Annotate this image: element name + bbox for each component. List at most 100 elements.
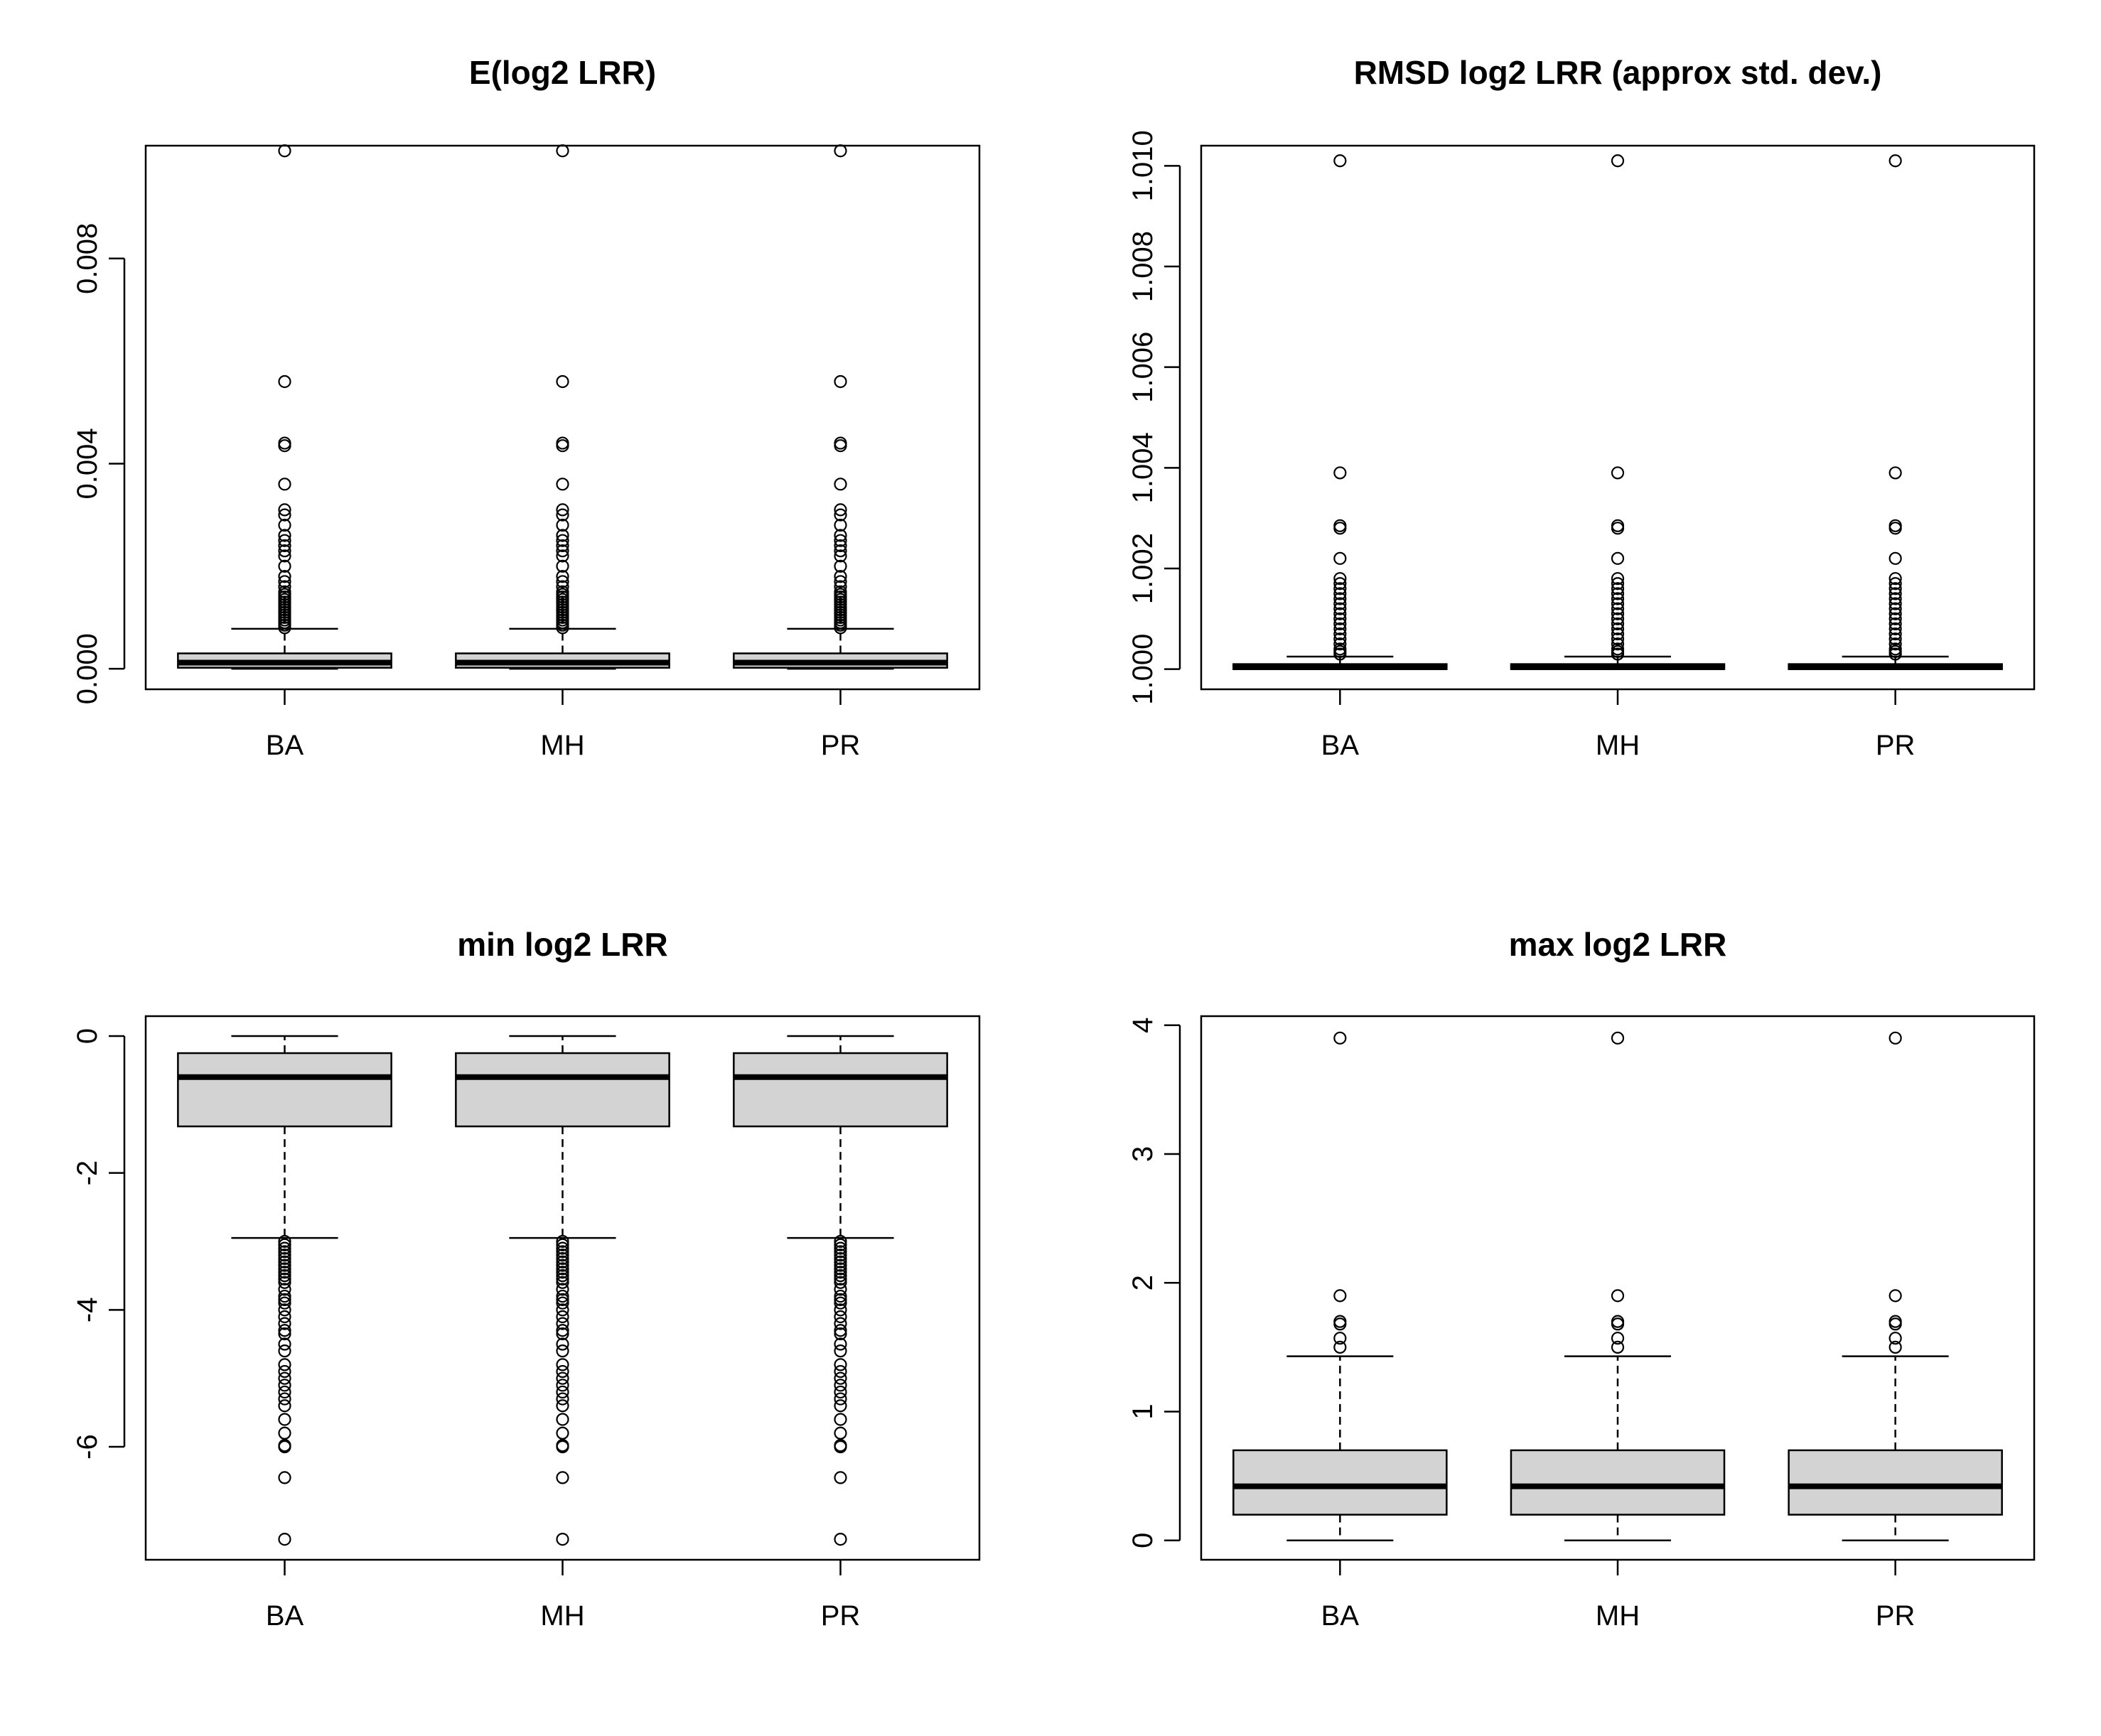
outlier-point <box>556 478 569 491</box>
x-category-label: BA <box>266 1600 304 1632</box>
outlier-point <box>556 1371 569 1385</box>
outlier-point <box>556 1266 569 1279</box>
outlier-point <box>1888 647 1902 661</box>
y-tick-label: 4 <box>1127 1018 1159 1033</box>
outlier-point <box>556 1399 569 1413</box>
outlier-point <box>834 544 847 558</box>
outlier-point <box>278 559 291 573</box>
y-tick-label: 0.000 <box>72 633 103 704</box>
y-tick-label: 1.006 <box>1127 332 1159 403</box>
outlier-point <box>278 1238 291 1251</box>
outlier-point <box>278 1289 291 1303</box>
outlier-point <box>278 1241 291 1255</box>
outlier-point <box>834 503 847 517</box>
outlier-point <box>1333 1317 1347 1331</box>
outlier-point <box>834 1364 847 1379</box>
outlier-point <box>278 1371 291 1385</box>
outlier-point <box>834 1371 847 1385</box>
outlier-point <box>556 559 569 573</box>
outlier-point <box>556 570 569 583</box>
box-pr <box>1788 154 2003 670</box>
outlier-point <box>1611 1289 1625 1303</box>
outlier-point <box>1611 632 1625 646</box>
x-category-label: BA <box>1321 730 1360 761</box>
y-tick-label: 1.010 <box>1127 130 1159 201</box>
outlier-point <box>556 1289 569 1303</box>
outlier-point <box>834 1471 847 1484</box>
outlier-point <box>556 508 569 522</box>
outlier-point <box>556 544 569 558</box>
outlier-point <box>1888 612 1902 625</box>
outlier-point <box>556 1337 569 1351</box>
outlier-point <box>278 1392 291 1406</box>
chart-title: min log2 LRR <box>457 926 667 963</box>
outlier-point <box>556 1255 569 1268</box>
outlier-point <box>278 1303 291 1317</box>
x-category-label: MH <box>1596 730 1640 761</box>
outlier-point <box>1333 632 1347 646</box>
outlier-point <box>556 439 569 453</box>
y-tick-label: 3 <box>1127 1146 1159 1162</box>
box-ba <box>1232 1031 1448 1542</box>
outlier-point <box>834 1296 847 1310</box>
outlier-point <box>278 580 291 593</box>
outlier-point <box>1333 1340 1347 1354</box>
outlier-point <box>278 1249 291 1262</box>
outlier-point <box>834 478 847 491</box>
outlier-point <box>556 1241 569 1255</box>
outlier-point <box>278 436 291 450</box>
outlier-point <box>834 1392 847 1406</box>
chart-title: max log2 LRR <box>1509 926 1727 963</box>
outlier-point <box>1333 551 1347 565</box>
outlier-point <box>556 1296 569 1310</box>
outlier-point <box>834 1255 847 1268</box>
outlier-point <box>1333 587 1347 600</box>
outlier-point <box>834 1317 847 1330</box>
outlier-point <box>1611 1317 1625 1331</box>
outlier-point <box>278 1327 291 1341</box>
outlier-point <box>1333 637 1347 651</box>
outlier-point <box>1333 1315 1347 1328</box>
outlier-point <box>556 534 569 547</box>
box-ba <box>1232 154 1448 670</box>
outlier-point <box>834 580 847 593</box>
outlier-point <box>834 1269 847 1283</box>
outlier-point <box>556 1269 569 1283</box>
outlier-point <box>556 1245 569 1258</box>
outlier-point <box>1888 627 1902 641</box>
y-tick-label: 1.002 <box>1127 533 1159 604</box>
outlier-point <box>834 1303 847 1317</box>
outlier-point <box>1888 645 1902 658</box>
outlier-point <box>834 436 847 450</box>
outlier-point <box>1333 602 1347 615</box>
outlier-point <box>834 1324 847 1337</box>
outlier-point <box>556 1471 569 1484</box>
outlier-point <box>278 144 291 158</box>
outlier-point <box>278 1337 291 1351</box>
outlier-point <box>278 1310 291 1324</box>
outlier-point <box>556 1283 569 1296</box>
outlier-point <box>556 374 569 389</box>
outlier-point <box>556 1426 569 1440</box>
outlier-point <box>834 1440 847 1454</box>
outlier-point <box>278 1283 291 1296</box>
outlier-point <box>278 518 291 532</box>
outlier-point <box>834 1234 847 1249</box>
y-tick-label: 0.004 <box>72 428 103 499</box>
chart-panel-1: E(log2 LRR) 0.000 0.004 0.008 BA MH PR <box>72 54 981 761</box>
outlier-point <box>1888 637 1902 651</box>
outlier-point <box>834 1241 847 1255</box>
outlier-point <box>834 1344 847 1358</box>
outlier-point <box>1611 587 1625 600</box>
outlier-point <box>278 1324 291 1337</box>
outlier-point <box>278 621 291 635</box>
outlier-point <box>834 1399 847 1413</box>
outlier-point <box>1888 1317 1902 1331</box>
outlier-point <box>556 1379 569 1392</box>
chart-panel-3: min log2 LRR -6 -4 -2 0 BA MH PR <box>72 926 981 1632</box>
outlier-point <box>834 1258 847 1272</box>
box-body <box>1788 1449 2003 1516</box>
outlier-point <box>278 374 291 389</box>
outlier-point <box>556 1276 569 1289</box>
outlier-point <box>278 1364 291 1379</box>
